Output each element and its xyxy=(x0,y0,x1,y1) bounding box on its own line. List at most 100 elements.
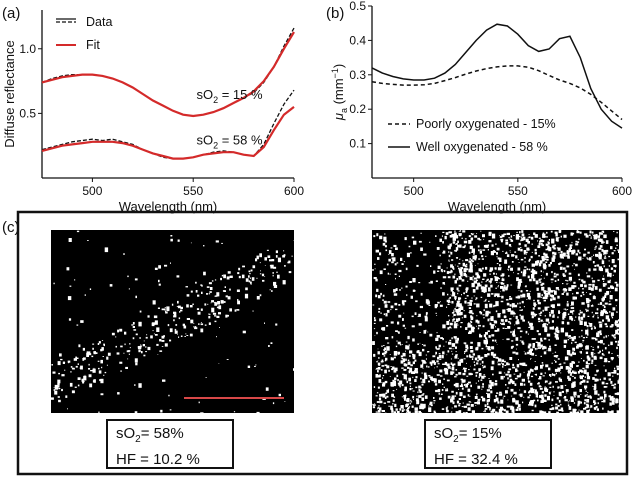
speckle xyxy=(469,302,472,306)
speckle xyxy=(57,383,60,386)
speckle xyxy=(543,323,547,325)
speckle xyxy=(478,258,481,260)
speckle xyxy=(262,279,265,282)
speckle xyxy=(82,347,85,351)
speckle xyxy=(458,404,461,407)
speckle xyxy=(554,344,557,346)
speckle xyxy=(529,352,531,353)
speckle xyxy=(483,375,486,378)
speckle xyxy=(589,407,591,409)
speckle xyxy=(278,393,281,397)
speckle xyxy=(578,256,582,261)
speckle xyxy=(468,240,472,244)
speckle xyxy=(573,281,576,284)
speckle xyxy=(225,295,228,298)
speckle xyxy=(264,265,266,266)
speckle xyxy=(408,370,412,373)
speckle xyxy=(412,278,416,283)
speckle xyxy=(533,302,536,306)
speckle xyxy=(398,275,400,277)
speckle xyxy=(146,334,148,336)
speckle xyxy=(384,369,387,374)
speckle xyxy=(515,321,518,325)
speckle xyxy=(405,285,408,288)
speckle xyxy=(391,261,394,264)
speckle xyxy=(500,238,503,241)
speckle xyxy=(208,282,212,285)
speckle xyxy=(459,271,463,275)
speckle xyxy=(452,265,454,269)
speckle xyxy=(454,230,456,232)
speckle xyxy=(556,412,559,415)
speckle xyxy=(391,382,394,387)
speckle xyxy=(500,286,504,289)
speckle xyxy=(569,367,572,371)
speckle xyxy=(487,393,491,398)
speckle xyxy=(476,395,478,396)
speckle xyxy=(464,352,465,354)
speckle xyxy=(385,337,389,340)
speckle xyxy=(444,369,449,375)
speckle xyxy=(115,345,117,348)
panel-c-frame xyxy=(16,210,629,476)
speckle xyxy=(563,311,567,316)
speckle xyxy=(527,321,530,324)
speckle xyxy=(434,383,438,386)
speckle xyxy=(516,364,520,368)
speckle xyxy=(617,324,619,326)
speckle xyxy=(520,382,523,386)
speckle xyxy=(101,366,103,369)
speckle xyxy=(576,346,579,349)
speckle xyxy=(582,339,585,342)
speckle xyxy=(397,341,401,345)
speckle xyxy=(442,363,446,365)
speckle xyxy=(259,253,262,258)
speckle xyxy=(408,377,411,382)
speckle xyxy=(169,328,173,333)
speckle xyxy=(541,294,543,296)
speckle xyxy=(506,232,510,235)
speckle xyxy=(506,302,510,306)
speckle xyxy=(467,323,471,328)
speckle xyxy=(548,391,551,393)
speckle xyxy=(219,327,220,328)
speckle xyxy=(97,343,100,345)
speckle xyxy=(400,360,404,364)
speckle xyxy=(449,235,453,238)
speckle xyxy=(401,287,403,289)
speckle xyxy=(417,350,419,352)
speckle xyxy=(500,282,505,285)
speckle xyxy=(402,408,404,409)
speckle xyxy=(468,401,471,403)
speckle xyxy=(583,407,587,410)
speckle xyxy=(599,245,603,248)
speckle xyxy=(469,265,473,269)
speckle xyxy=(373,235,376,238)
speckle xyxy=(540,400,544,403)
speckle xyxy=(375,249,379,253)
speckle xyxy=(82,358,85,361)
speckle xyxy=(601,299,605,302)
speckle xyxy=(405,412,408,414)
speckle xyxy=(575,399,577,401)
speckle xyxy=(397,331,399,333)
speckle xyxy=(489,240,492,242)
speckle xyxy=(473,368,476,371)
speckle xyxy=(464,238,467,240)
speckle xyxy=(484,287,486,289)
speckle xyxy=(464,245,466,248)
speckle xyxy=(272,272,274,274)
speckle xyxy=(422,363,424,366)
speckle xyxy=(386,389,389,393)
speckle xyxy=(492,409,495,411)
speckle xyxy=(616,244,618,246)
speckle xyxy=(614,238,618,243)
speckle xyxy=(411,401,413,403)
speckle xyxy=(386,325,389,327)
speckle xyxy=(395,408,398,411)
speckle xyxy=(436,335,440,338)
speckle xyxy=(381,345,383,347)
speckle xyxy=(476,275,480,279)
speckle xyxy=(548,383,551,385)
speckle xyxy=(481,281,483,283)
